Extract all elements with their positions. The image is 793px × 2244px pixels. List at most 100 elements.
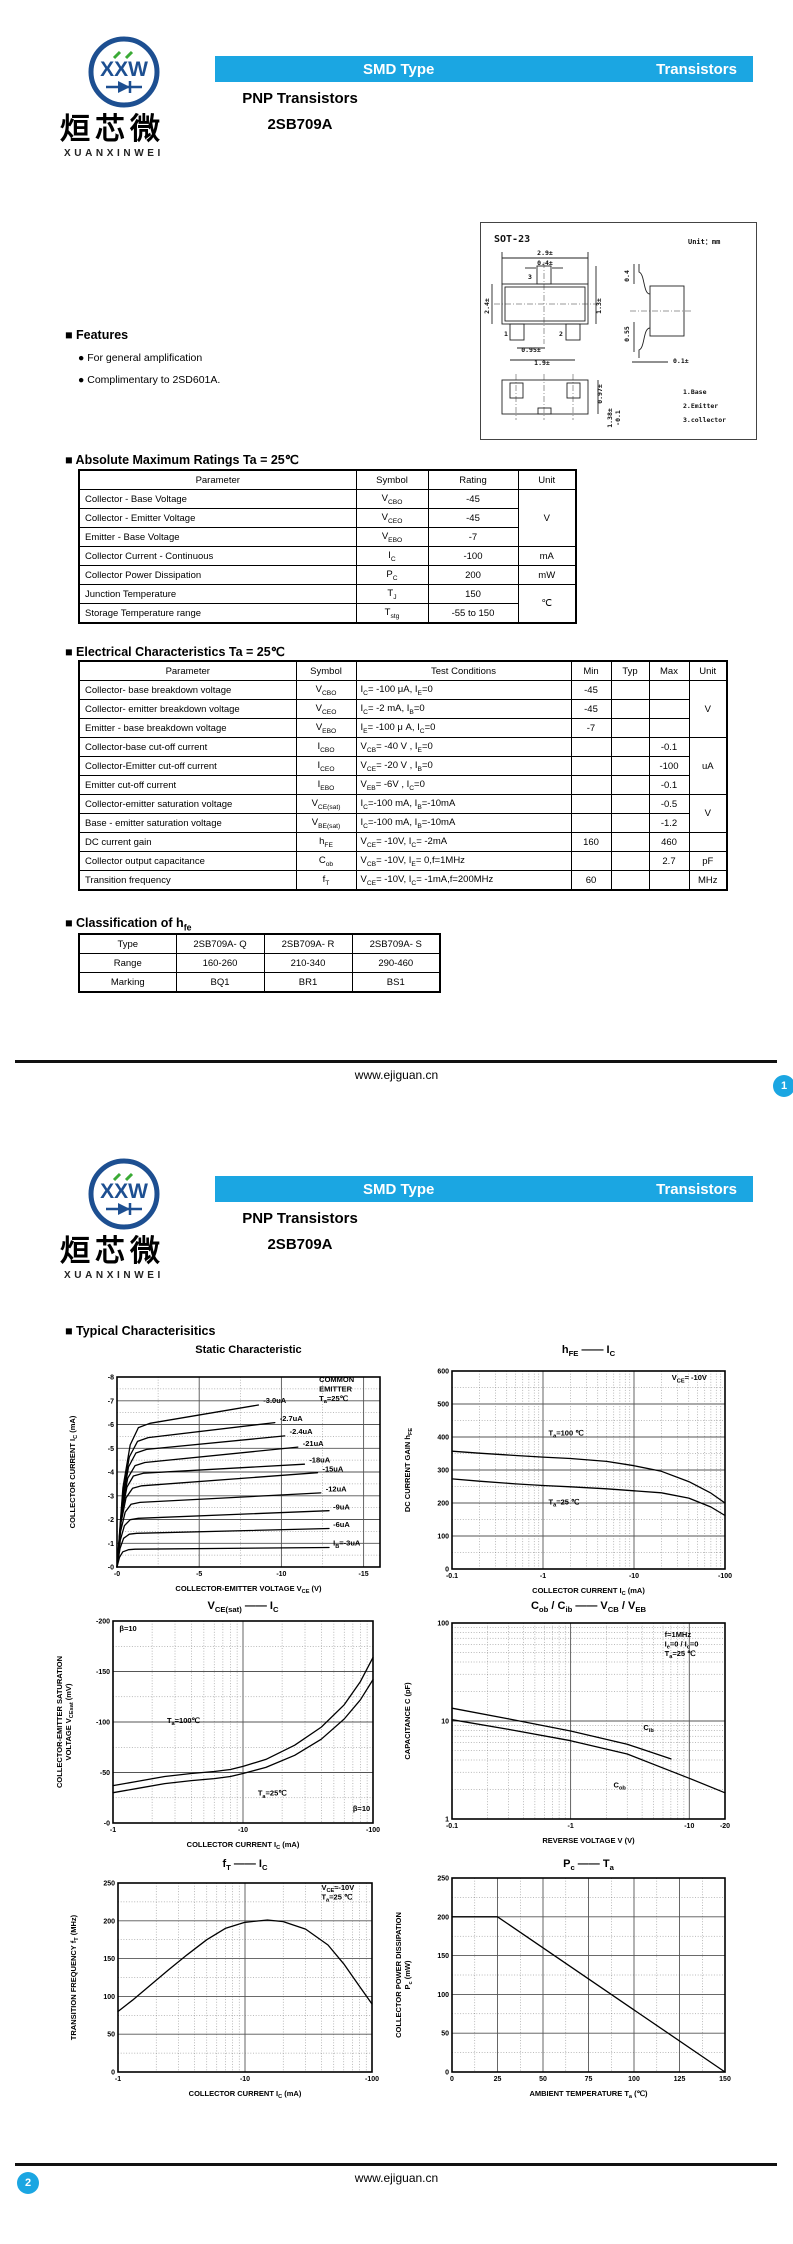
chart-pc-vs-ta: Pc —— Ta 0 25 50 75 100 125 150 0 50 100 150 200 250 A… (390, 1856, 740, 2106)
clabel: IB=-3uA (333, 1539, 361, 1550)
alabel: COLLECTOR-EMITTER SATURATION (55, 1656, 64, 1788)
clabel: VCE= -10V (672, 1373, 707, 1384)
cell: VCEO (295, 699, 357, 719)
cell: 2SB709A- R (263, 933, 353, 954)
clabel: Ie=0 / Ic=0 (665, 1639, 699, 1650)
dimension-label: 1.3± (595, 298, 603, 314)
cell: Collector Power Dissipation (78, 565, 357, 585)
cell: TJ (355, 584, 429, 604)
cell: 2SB709A- S (351, 933, 441, 954)
cell: IC= -2 mA, IB=0 (355, 699, 572, 719)
tick: 600 (437, 1369, 449, 1376)
cell: 290-460 (351, 953, 441, 973)
cell: -1.2 (648, 813, 690, 833)
cell (570, 851, 612, 871)
tick: 0 (445, 2070, 449, 2077)
clabel: -6uA (333, 1520, 350, 1529)
cell: ℃ (517, 584, 577, 624)
cell: -45 (570, 699, 612, 719)
cell (570, 775, 612, 795)
chart-ft-vs-ic: fT —— IC -1 -10 -100 0 50 100 150 200 250 COLLECTO… (56, 1856, 396, 2108)
chart-cob-cib-vs-voltage: Cob / Cib —— VCB / VEB -0.1 -1 -10 -20 1 10 100… (390, 1598, 740, 1850)
alabel: COLLECTOR CURRENT IC (mA) (68, 1415, 79, 1528)
column-header: Symbol (295, 660, 357, 681)
brand-name-cn: 烜芯微 (60, 1234, 165, 1269)
cell: Emitter - Base Voltage (78, 527, 357, 547)
clabel: Ta=25 ℃ (665, 1649, 697, 1660)
cell: Collector - Base Voltage (78, 489, 357, 509)
chart-canvas: -1 -10 -100 0 50 100 150 200 250 COLLECTOR CURREN… (69, 1881, 379, 2101)
cell: Junction Temperature (78, 584, 357, 604)
cell: V (517, 489, 577, 547)
tick: -0 (108, 1565, 114, 1572)
tick: -10 (629, 1573, 639, 1580)
tick: -1 (110, 1827, 116, 1834)
cell: VCBO (295, 680, 357, 700)
cell (610, 718, 650, 738)
dimension-label: 2 (559, 330, 563, 338)
cell: VCE= -20 V , IB=0 (355, 756, 572, 776)
tick: -10 (684, 1823, 694, 1830)
cell: -7 (427, 527, 519, 547)
clabel: -2.7uA (280, 1414, 304, 1423)
series-Cib (451, 1707, 672, 1760)
cell: 160 (570, 832, 612, 852)
cell: BQ1 (175, 972, 265, 993)
column-header: Typ (610, 660, 650, 681)
column-header: Parameter (78, 469, 357, 490)
footer-rule (15, 1060, 777, 1063)
series-IB=-30uA (116, 1404, 260, 1568)
cell: mA (517, 546, 577, 566)
tick: -6 (108, 1422, 114, 1429)
cell: -45 (427, 508, 519, 528)
cell: -100 (648, 756, 690, 776)
dimension-label: -0.1 (614, 410, 622, 426)
tick: -100 (365, 2076, 379, 2083)
cell: fT (295, 870, 357, 891)
cell: Range (78, 953, 177, 973)
cell (648, 699, 690, 719)
chart-static-characteristic: Static Characteristic -0 -5 -10 -15 -0 -1 -2 -3-… (55, 1342, 395, 1600)
cell: Emitter cut-off current (78, 775, 297, 795)
logo-text: XXW (100, 58, 148, 81)
cell (610, 794, 650, 814)
alabel: COLLECTOR CURRENT IC (mA) (532, 1586, 645, 1597)
cell: 2SB709A- Q (175, 933, 265, 954)
part-number: 2SB709A (267, 1236, 333, 1253)
dimension-label: 0.97± (596, 384, 604, 404)
feature-item: ● For general amplification (78, 352, 203, 364)
table-row: Collector-base cut-off current ICBO VCB= -… (78, 737, 728, 795)
cell: -55 to 150 (427, 603, 519, 624)
tick: 100 (437, 1621, 449, 1628)
chart-canvas: -0.1 -1 -10 -100 0 100 200 300 400 500 600 COLLECTO… (403, 1369, 732, 1598)
tick: -100 (366, 1827, 380, 1834)
cell: ICBO (295, 737, 357, 757)
dimension-label: 1.9± (534, 359, 550, 367)
cell: pF (688, 851, 728, 871)
alabel: REVERSE VOLTAGE V (V) (542, 1836, 635, 1845)
tick: -0.1 (446, 1573, 458, 1580)
dimension-label: 1.Base (683, 388, 707, 396)
abs-max-table: Parameter Symbol Rating Unit Collector - Bas… (78, 469, 577, 624)
dimension-label: 3.collector (683, 416, 726, 424)
header-banner: SMD Type Transistors (215, 56, 753, 82)
tick: 125 (674, 2076, 686, 2083)
cell: IE= -100 μ A, IC=0 (355, 718, 572, 738)
tick: 200 (437, 1914, 449, 1921)
clabel: -15uA (322, 1465, 343, 1474)
package-bottom-view (501, 374, 599, 420)
series-Ta=100C (451, 1450, 726, 1504)
cell: VBE(sat) (295, 813, 357, 833)
clabel: VCE≈-10V (321, 1883, 354, 1894)
table-row: Marking BQ1 BR1 BS1 (78, 972, 441, 993)
clabel: Cib (643, 1723, 654, 1734)
cell: Collector-base cut-off current (78, 737, 297, 757)
tick: -50 (100, 1770, 110, 1777)
dimension-label: 0.95± (521, 346, 541, 354)
cell: V (688, 680, 728, 738)
table-row: Range 160-260 210-340 290-460 (78, 953, 441, 973)
tick: -2 (108, 1517, 114, 1524)
clabel: -12uA (326, 1484, 347, 1493)
cell: IC= -100 μA, IE=0 (355, 680, 572, 700)
cell: Storage Temperature range (78, 603, 357, 624)
